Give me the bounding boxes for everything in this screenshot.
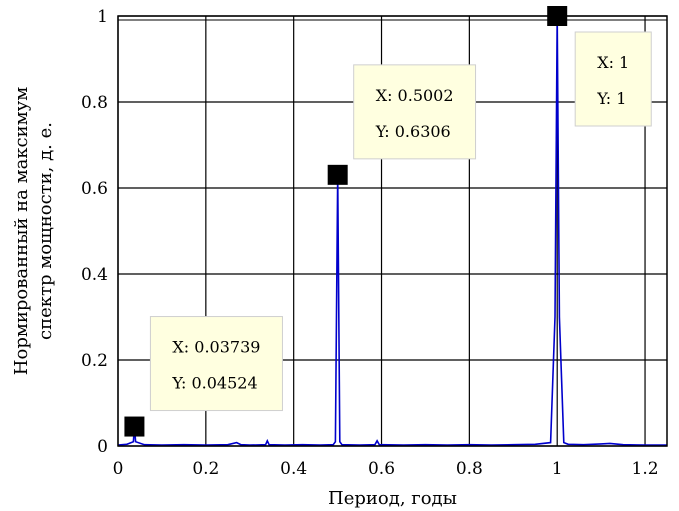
datatip-marker[interactable] <box>124 416 145 437</box>
x-tick-label: 0.4 <box>280 459 307 479</box>
x-axis-title: Период, годы <box>328 488 457 509</box>
y-tick-label: 0.4 <box>81 265 108 285</box>
datatip-marker[interactable] <box>547 6 568 26</box>
datatip-box <box>149 316 283 412</box>
datatip-x-label: X: 1 <box>597 53 629 72</box>
datatip-box <box>353 64 477 160</box>
datatip[interactable]: X: 1 Y: 1 <box>547 6 652 127</box>
datatip-y-label: Y: 0.6306 <box>375 122 451 141</box>
tick-labels: 0 0.2 0.4 0.6 0.8 1 1.2 0 0.2 0.4 0.6 0.8 1 <box>81 7 659 479</box>
datatip-x-label: X: 0.5002 <box>376 86 454 105</box>
y-tick-label: 0 <box>97 437 108 457</box>
x-tick-label: 1 <box>552 459 563 479</box>
y-tick-label: 0.2 <box>81 351 108 371</box>
datatip-marker[interactable] <box>327 164 348 185</box>
y-axis-title-line-1: Нормированный на максимум <box>11 87 32 375</box>
x-tick-label: 0 <box>113 459 124 479</box>
spectrum-series-line <box>117 15 667 446</box>
datatip[interactable]: X: 0.5002 Y: 0.6306 <box>327 64 477 185</box>
x-tick-label: 0.6 <box>368 459 395 479</box>
x-tick-label: 0.8 <box>456 459 483 479</box>
y-tick-label: 0.8 <box>81 93 108 113</box>
datatip[interactable]: X: 0.03739 Y: 0.04524 <box>124 316 283 437</box>
x-tick-label: 0.2 <box>192 459 219 479</box>
y-axis-title-line-2: спектр мощности, д. е. <box>35 122 56 340</box>
y-tick-label: 1 <box>97 7 108 27</box>
datatip-y-label: Y: 0.04524 <box>171 374 257 393</box>
series-layer <box>117 15 667 446</box>
y-tick-label: 0.6 <box>81 179 108 199</box>
plot-frame <box>117 15 668 447</box>
datatip-x-label: X: 0.03739 <box>172 338 260 357</box>
datatip-y-label: Y: 1 <box>596 89 626 108</box>
datatip-box <box>574 31 652 127</box>
x-tick-label: 1.2 <box>632 459 659 479</box>
